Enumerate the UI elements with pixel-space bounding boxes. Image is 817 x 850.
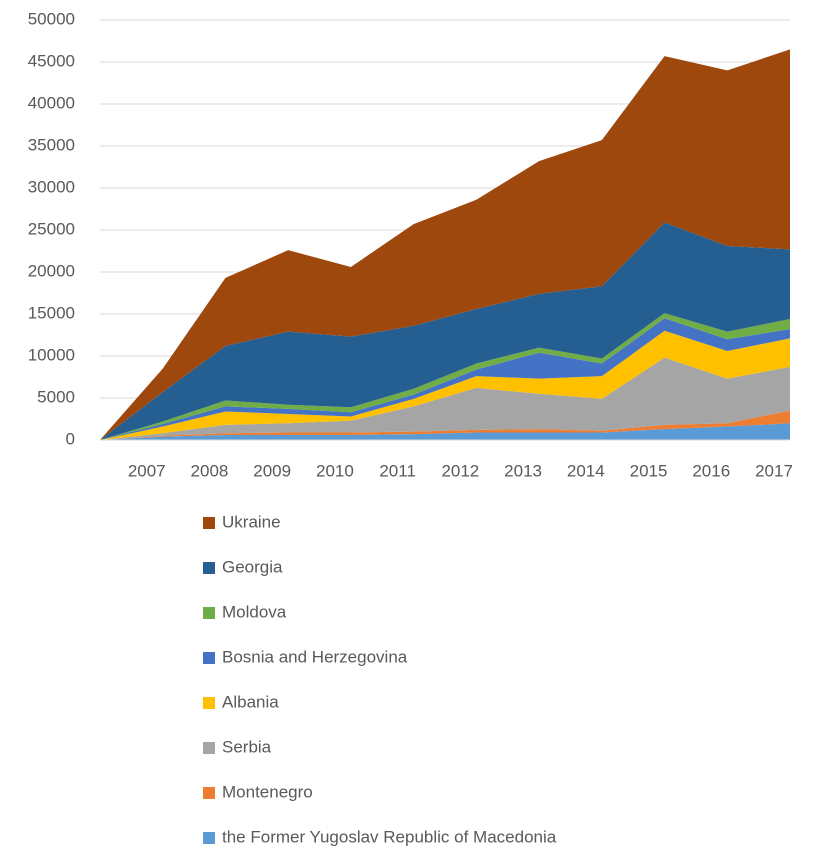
legend-swatch [203,787,215,799]
area [100,357,790,440]
x-tick-label: 2014 [567,461,605,480]
y-tick-label: 50000 [28,9,75,28]
x-tick-label: 2007 [128,461,166,480]
y-tick-label: 10000 [28,345,75,364]
legend-label: Serbia [222,737,272,756]
legend-label: the Former Yugoslav Republic of Macedoni… [222,827,557,846]
legend-label: Moldova [222,602,287,621]
legend-swatch [203,607,215,619]
area [100,318,790,440]
x-tick-label: 2010 [316,461,354,480]
x-tick-label: 2016 [692,461,730,480]
x-tick-label: 2013 [504,461,542,480]
y-tick-label: 30000 [28,177,75,196]
x-tick-label: 2015 [630,461,668,480]
legend-swatch [203,652,215,664]
area [100,313,790,440]
legend-label: Georgia [222,557,283,576]
y-tick-label: 15000 [28,303,75,322]
area [100,330,790,440]
legend-swatch [203,832,215,844]
y-tick-label: 35000 [28,135,75,154]
x-tick-label: 2011 [379,461,416,480]
legend-swatch [203,742,215,754]
x-tick-label: 2009 [253,461,291,480]
x-tick-label: 2008 [191,461,229,480]
legend-swatch [203,562,215,574]
legend-swatch [203,697,215,709]
legend-swatch [203,517,215,529]
legend-label: Ukraine [222,512,281,531]
legend-label: Montenegro [222,782,313,801]
y-tick-label: 45000 [28,51,75,70]
legend-label: Bosnia and Herzegovina [222,647,408,666]
y-tick-label: 25000 [28,219,75,238]
y-tick-label: 5000 [37,387,75,406]
y-tick-label: 0 [66,429,75,448]
x-tick-label: 2012 [441,461,479,480]
y-tick-label: 40000 [28,93,75,112]
area [100,222,790,440]
area [100,49,790,441]
area [100,423,790,440]
x-tick-label: 2017 [755,461,793,480]
legend-label: Albania [222,692,279,711]
y-tick-label: 20000 [28,261,75,280]
